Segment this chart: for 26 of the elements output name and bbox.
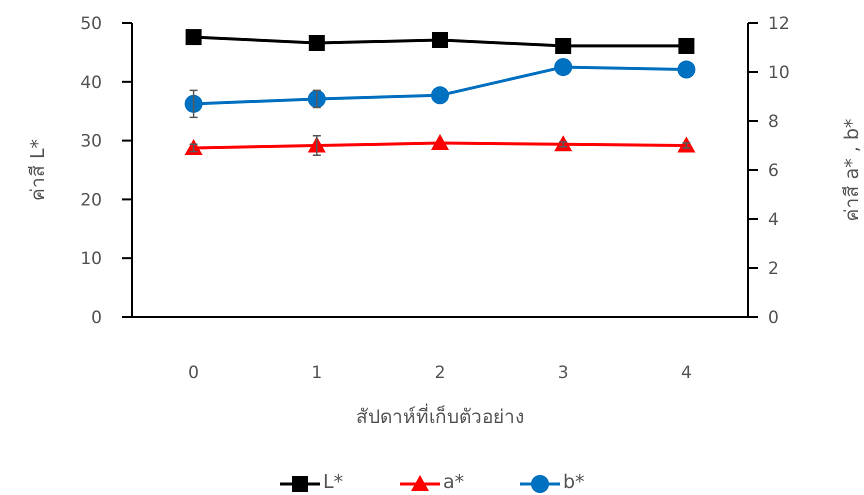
legend-a*: a* <box>400 471 464 493</box>
y-tick-label: 40 <box>80 72 102 93</box>
y2-tick-label: 4 <box>768 210 779 230</box>
x-axis-title: สัปดาห์ที่เก็บตัวอย่าง <box>356 403 524 428</box>
x-tick-label: 2 <box>434 363 446 383</box>
y-tick-label: 30 <box>80 132 102 152</box>
legend-label: b* <box>563 471 585 493</box>
x-tick-label: 0 <box>188 363 200 383</box>
y2-tick-label: 2 <box>768 259 779 279</box>
y-axis-title: ค่าสี L* <box>27 138 49 202</box>
y2-tick-label: 6 <box>768 161 779 181</box>
x-tick-label: 4 <box>680 363 692 383</box>
x-tick-label: 3 <box>558 363 569 383</box>
y2-tick-label: 12 <box>768 14 790 34</box>
legend-label: a* <box>443 471 464 493</box>
y2-axis-title: ค่าสี a* , b* <box>841 118 863 222</box>
y-tick-label: 20 <box>80 190 102 210</box>
y-tick-label: 0 <box>91 308 102 328</box>
y2-tick-label: 8 <box>768 112 779 132</box>
y-tick-label: 10 <box>80 249 102 270</box>
y2-tick-label: 10 <box>768 63 790 83</box>
y2-tick-label: 0 <box>768 308 779 328</box>
legend-b*: b* <box>520 471 585 493</box>
x-tick-label: 1 <box>311 363 322 383</box>
legend-label: L* <box>323 471 344 493</box>
y-tick-label: 50 <box>80 14 102 34</box>
